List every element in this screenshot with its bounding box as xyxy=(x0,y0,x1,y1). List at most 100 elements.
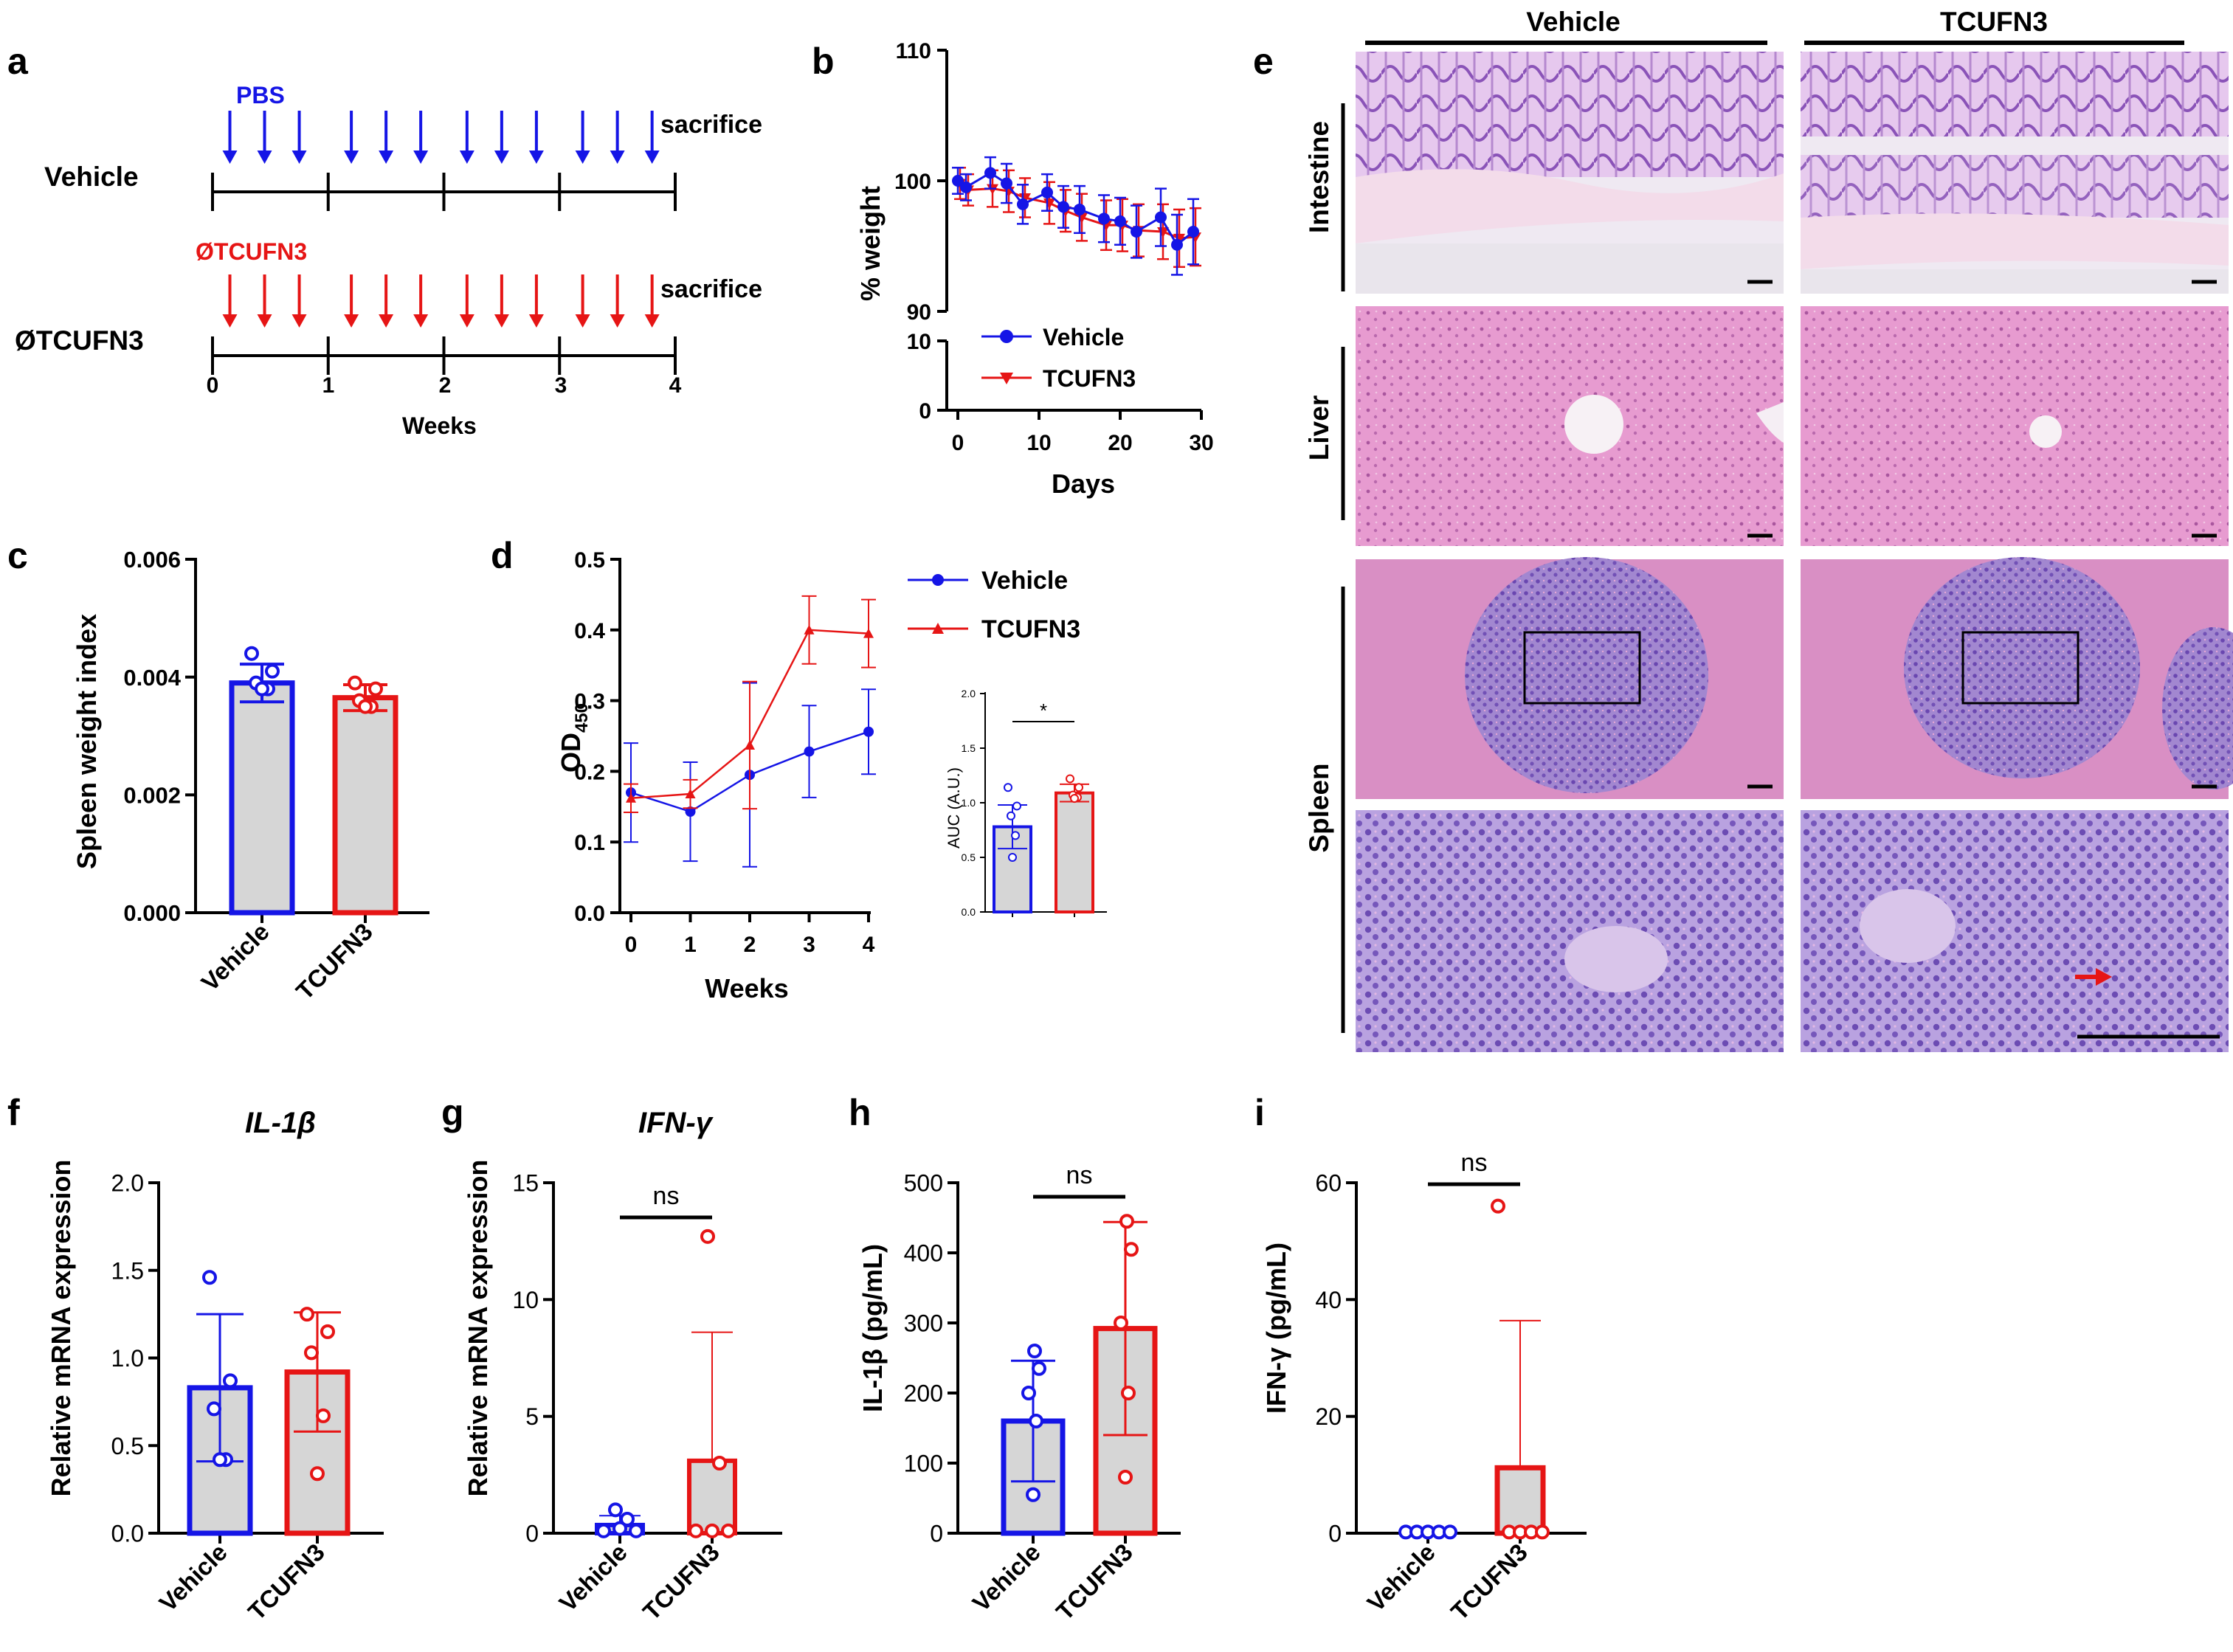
injection-arrow-head xyxy=(494,314,509,328)
data-point xyxy=(1124,1242,1139,1257)
data-point xyxy=(1131,226,1142,238)
bar-tcufn3 xyxy=(332,695,398,916)
data-point xyxy=(1491,1198,1505,1214)
vehicle-timeline xyxy=(211,111,677,211)
injection-arrow-head xyxy=(494,151,509,164)
histology-spleen-zoom-vehicle xyxy=(1356,810,1784,1052)
data-point xyxy=(685,789,696,799)
panel-f: f IL-1β Relative mRNA expression 0.0 0.5 1… xyxy=(7,1092,384,1625)
data-point xyxy=(304,1345,319,1361)
data-point xyxy=(685,806,696,818)
panel-g-label: g xyxy=(441,1092,464,1133)
x-tick-label: Vehicle xyxy=(153,1538,232,1617)
chart-d-inset-ylabel: AUC (A.U.) xyxy=(945,767,963,849)
chart-f: 0.0 0.5 1.0 1.5 2.0 Vehicle TCUFN3 xyxy=(111,1170,384,1625)
y-tick-label: 1.5 xyxy=(962,742,976,754)
injection-arrow-head xyxy=(379,314,394,328)
data-point xyxy=(255,681,269,697)
column-label-vehicle: Vehicle xyxy=(1526,7,1621,37)
data-point xyxy=(1026,1487,1040,1502)
panel-a-label: a xyxy=(7,41,29,82)
panel-e: e Vehicle TCUFN3 Intestine Liver Spleen xyxy=(1253,7,2233,1052)
bar-tcufn3 xyxy=(687,1458,737,1536)
sacrifice-label-vehicle: sacrifice xyxy=(660,111,762,139)
red-arrow-head xyxy=(2096,968,2112,986)
data-point xyxy=(358,699,373,714)
chart-i: 0 20 40 60 Vehicle TCUFN3 ns xyxy=(1315,1149,1587,1625)
histology-spleen-vehicle xyxy=(1356,557,1784,799)
chart-i-ylabel: IFN-γ (pg/mL) xyxy=(1261,1243,1291,1414)
panel-f-label: f xyxy=(7,1092,20,1133)
y-tick-label: 200 xyxy=(904,1380,943,1407)
data-point xyxy=(348,675,362,691)
data-point xyxy=(608,1502,623,1518)
zoom-box-tcufn3 xyxy=(1961,631,2080,705)
y-tick-label: 0 xyxy=(1328,1521,1342,1547)
injection-arrow-head xyxy=(610,314,625,328)
data-point xyxy=(1074,203,1086,215)
data-point xyxy=(1114,1316,1128,1330)
x-tick-label: 0 xyxy=(625,933,638,957)
y-tick-label: 15 xyxy=(512,1170,539,1197)
data-point xyxy=(1187,226,1199,238)
chart-b-ylabel: % weight xyxy=(855,186,886,301)
injection-arrow-head xyxy=(257,314,272,328)
data-point xyxy=(952,175,964,187)
x-tick-label: TCUFN3 xyxy=(1051,1538,1138,1625)
significance-label: ns xyxy=(653,1182,680,1210)
data-point xyxy=(1121,1386,1136,1400)
histology-intestine-tcufn3 xyxy=(1801,52,2229,294)
data-point xyxy=(1008,853,1017,862)
y-tick-label: 0.0 xyxy=(574,902,605,926)
y-tick-label: 500 xyxy=(904,1170,943,1197)
y-tick-label: 0.002 xyxy=(123,782,181,808)
y-tick-label: 10 xyxy=(512,1287,539,1313)
x-tick-label: 3 xyxy=(803,933,815,957)
chart-c: 0.000 0.002 0.004 0.006 Vehicle TCUFN3 xyxy=(123,547,429,1005)
significance-label: ns xyxy=(1066,1161,1093,1189)
x-tick-label: Vehicle xyxy=(196,918,275,997)
data-point xyxy=(1057,201,1069,213)
panel-c-label: c xyxy=(7,535,28,576)
data-point xyxy=(316,1408,331,1423)
y-tick-label: 1.0 xyxy=(962,797,976,809)
data-point xyxy=(244,646,259,661)
legend-label-tcufn3: TCUFN3 xyxy=(981,615,1080,643)
injection-arrow-head xyxy=(257,151,272,164)
data-point xyxy=(960,181,972,193)
chart-b-xlabel: Days xyxy=(1052,469,1115,499)
y-tick-label: 400 xyxy=(904,1240,943,1267)
significance-label: * xyxy=(1040,699,1047,722)
data-point xyxy=(1001,177,1012,190)
injection-arrow-head xyxy=(379,151,394,164)
injection-arrow-head xyxy=(644,151,660,164)
y-tick-label: 0.000 xyxy=(123,900,181,926)
chart-g-ylabel: Relative mRNA expression xyxy=(463,1160,493,1497)
data-point xyxy=(1004,783,1012,792)
data-point xyxy=(984,167,996,179)
panel-i-label: i xyxy=(1254,1092,1265,1133)
row-label-spleen: Spleen xyxy=(1304,763,1334,852)
data-point xyxy=(1118,1470,1133,1485)
legend-label-tcufn3: TCUFN3 xyxy=(1043,365,1136,392)
y-tick-label: 0.5 xyxy=(574,548,605,573)
y-tick-label: 20 xyxy=(1315,1403,1342,1430)
x-tick-label: 2 xyxy=(744,933,756,957)
row-label-liver: Liver xyxy=(1304,395,1334,460)
data-point xyxy=(368,681,383,697)
x-tick-label: TCUFN3 xyxy=(1446,1538,1533,1625)
data-point xyxy=(1012,801,1021,811)
data-point xyxy=(202,1270,217,1285)
legend-marker-tcufn3 xyxy=(932,623,944,634)
chart-f-title: IL-1β xyxy=(245,1107,316,1139)
panel-h: h IL-1β (pg/mL) 0 100 200 300 400 500 Vehicle T… xyxy=(849,1092,1181,1625)
data-point xyxy=(629,1523,643,1538)
y-tick-label: 100 xyxy=(894,170,931,194)
data-point xyxy=(320,1324,335,1339)
legend-label-vehicle: Vehicle xyxy=(1043,324,1124,350)
data-point xyxy=(1535,1524,1550,1540)
sacrifice-label-tcufn3: sacrifice xyxy=(660,275,762,303)
column-label-tcufn3: TCUFN3 xyxy=(1940,7,2048,37)
